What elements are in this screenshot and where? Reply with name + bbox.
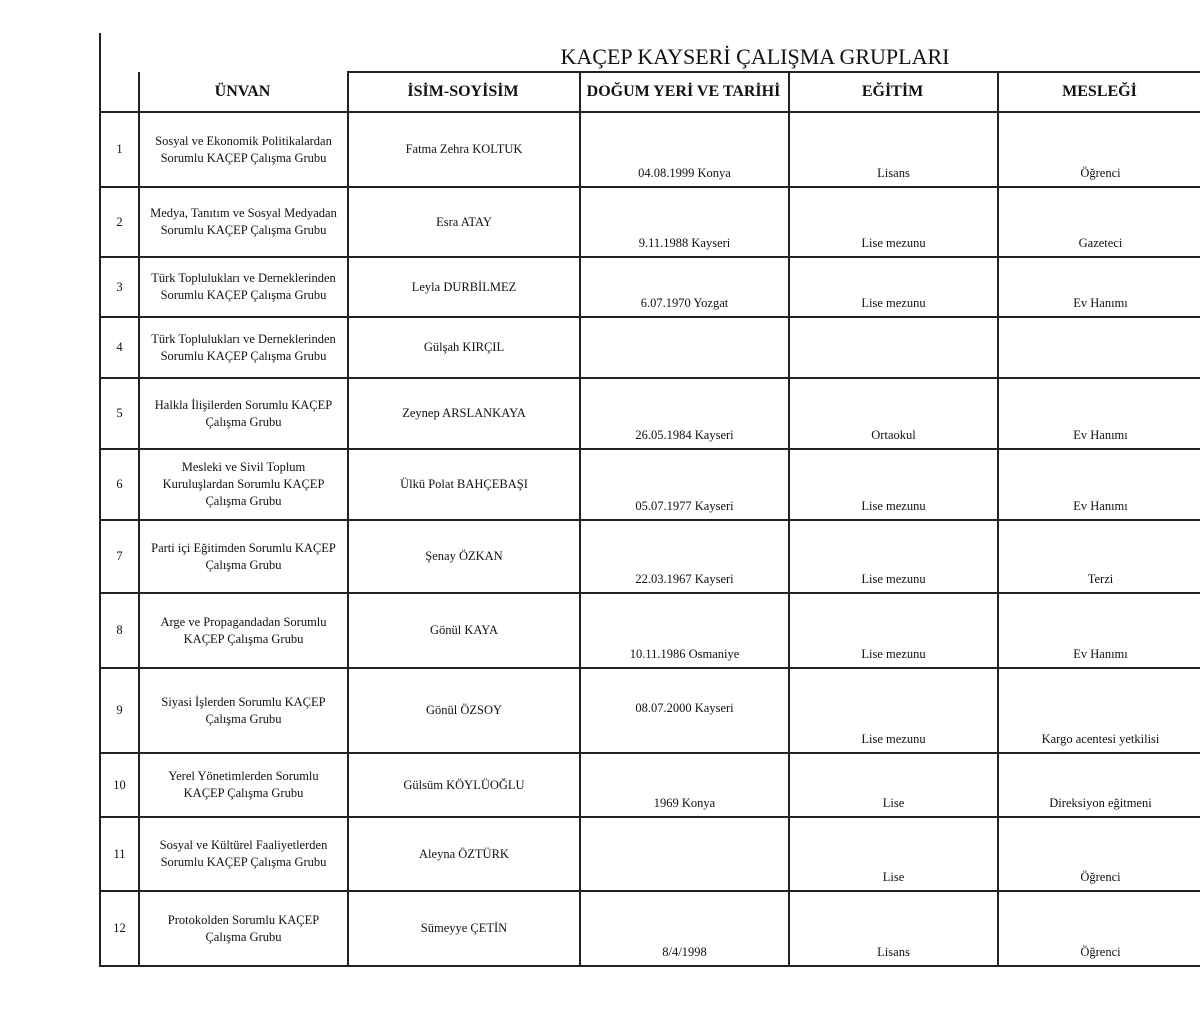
title-cell: Parti içi Eğitimden Sorumlu KAÇEP Çalışm… [151, 540, 336, 572]
row-number: 5 [116, 406, 123, 420]
title-cell: Sosyal ve Kültürel Faaliyetlerden Soruml… [159, 838, 328, 869]
birth-cell: 1969 Konya [653, 796, 716, 810]
job-cell: Öğrenci [1080, 945, 1121, 959]
birth-cell [581, 318, 788, 374]
name-cell: Fatma Zehra KOLTUK [405, 142, 523, 156]
job-cell: Öğrenci [1080, 870, 1121, 884]
education-cell: Lisans [877, 945, 910, 959]
job-cell: Gazeteci [1078, 236, 1123, 250]
row-divider [99, 111, 1200, 113]
name-cell: Gülsüm KÖYLÜOĞLU [403, 777, 525, 792]
name-cell: Gönül KAYA [430, 623, 498, 637]
title-cell: Arge ve Propagandadan Sorumlu KAÇEP Çalı… [160, 614, 327, 646]
row-divider [99, 186, 1200, 188]
education-cell: Lise [882, 796, 905, 810]
education-cell: Ortaokul [871, 428, 916, 442]
name-cell: Gönül ÖZSOY [425, 703, 503, 717]
row-divider [99, 890, 1200, 892]
job-cell [999, 318, 1200, 374]
name-cell: Şenay ÖZKAN [425, 549, 503, 563]
row-divider [99, 592, 1200, 594]
row-number: 9 [116, 703, 123, 717]
row-number: 6 [116, 477, 123, 491]
birth-cell: 05.07.1977 Kayseri [635, 499, 734, 513]
name-cell: Zeynep ARSLANKAYA [402, 406, 526, 420]
title-cell: Yerel Yönetimlerden Sorumlu KAÇEP Çalışm… [168, 769, 319, 800]
row-number: 10 [113, 777, 126, 792]
page-title: KAÇEP KAYSERİ ÇALIŞMA GRUPLARI [560, 44, 950, 69]
education-cell: Lise mezunu [861, 732, 926, 746]
row-divider [99, 519, 1200, 521]
column-header: DOĞUM YERİ VE TARİHİ [586, 83, 781, 100]
row-divider [99, 448, 1200, 450]
name-cell: Gülşah KIRÇIL [423, 340, 505, 354]
education-cell: Lise [882, 870, 905, 884]
job-cell: Direksiyon eğitmeni [1049, 796, 1152, 810]
column-header: ÜNVAN [214, 83, 271, 100]
job-cell: Ev Hanımı [1073, 428, 1128, 442]
column-header: İSİM-SOYİSİM [407, 83, 519, 100]
title-cell: Halkla İlişilerden Sorumlu KAÇEP Çalışma… [154, 397, 333, 429]
birth-cell: 04.08.1999 Konya [638, 166, 731, 180]
birth-cell: 08.07.2000 Kayseri [635, 701, 734, 715]
job-cell: Terzi [1087, 572, 1114, 586]
education-cell: Lise mezunu [861, 296, 926, 310]
education-cell: Lise mezunu [861, 236, 926, 250]
row-number: 8 [116, 623, 123, 637]
row-number: 12 [113, 921, 126, 935]
education-cell [790, 318, 997, 374]
title-cell: Medya, Tanıtım ve Sosyal Medyadan Soruml… [150, 206, 337, 237]
title-cell: Protokolden Sorumlu KAÇEP Çalışma Grubu [167, 912, 320, 944]
birth-cell: 8/4/1998 [662, 945, 707, 959]
title-cell: Sosyal ve Ekonomik Politikalardan Soruml… [155, 133, 332, 165]
birth-cell: 9.11.1988 Kayseri [638, 236, 731, 250]
row-divider [99, 816, 1200, 818]
birth-cell: 6.07.1970 Yozgat [640, 296, 729, 310]
birth-cell: 26.05.1984 Kayseri [635, 428, 734, 442]
row-number: 2 [116, 214, 123, 229]
job-cell: Kargo acentesi yetkilisi [1041, 732, 1160, 746]
row-number: 3 [116, 279, 123, 294]
header-top-border [347, 71, 1200, 73]
job-cell: Ev Hanımı [1073, 499, 1128, 513]
title-cell: Türk Toplulukları ve Derneklerinden Soru… [151, 331, 336, 363]
row-number: 1 [116, 142, 123, 156]
column-header: EĞİTİM [861, 83, 924, 100]
row-divider [99, 256, 1200, 258]
job-cell: Ev Hanımı [1073, 647, 1128, 661]
row-number: 7 [116, 549, 123, 563]
row-divider [99, 752, 1200, 754]
birth-cell: 22.03.1967 Kayseri [635, 572, 734, 586]
education-cell: Lise mezunu [861, 572, 926, 586]
title-cell: Türk Toplulukları ve Derneklerinden Soru… [151, 271, 336, 302]
name-cell: Ülkü Polat BAHÇEBAŞI [400, 477, 528, 491]
name-cell: Sümeyye ÇETİN [420, 921, 508, 935]
title-cell: Siyasi İşlerden Sorumlu KAÇEP Çalışma Gr… [161, 694, 326, 726]
job-cell: Ev Hanımı [1073, 296, 1128, 310]
name-cell: Aleyna ÖZTÜRK [419, 846, 509, 861]
job-cell: Öğrenci [1080, 166, 1121, 180]
title-cell: Mesleki ve Sivil Toplum Kuruluşlardan So… [162, 460, 325, 508]
row-divider [99, 377, 1200, 379]
table-border-left [99, 33, 101, 967]
education-cell: Lise mezunu [861, 499, 926, 513]
birth-cell: 10.11.1986 Osmaniye [629, 647, 740, 661]
name-cell: Leyla DURBİLMEZ [411, 279, 517, 294]
row-number: 11 [113, 846, 126, 861]
row-divider [99, 667, 1200, 669]
column-header: MESLEĞİ [1062, 83, 1137, 100]
row-number: 4 [116, 340, 123, 354]
birth-cell [581, 818, 788, 887]
education-cell: Lisans [877, 166, 910, 180]
row-divider [99, 965, 1200, 967]
name-cell: Esra ATAY [436, 214, 492, 229]
row-divider [99, 316, 1200, 318]
education-cell: Lise mezunu [861, 647, 926, 661]
